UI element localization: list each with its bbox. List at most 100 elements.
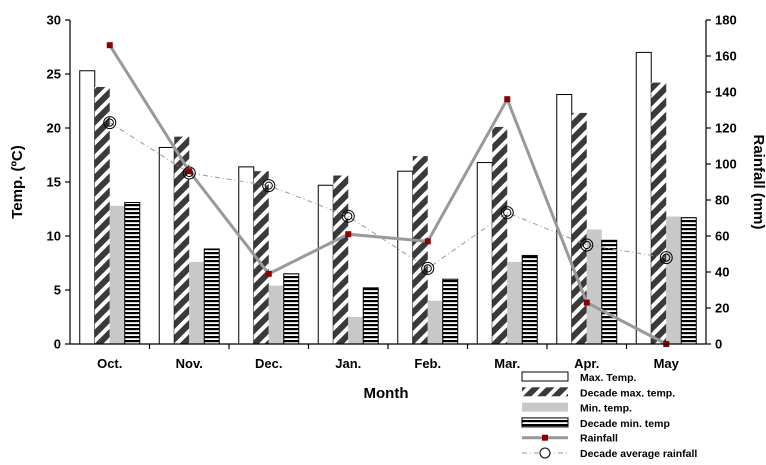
bar-horizontal-0: [124, 202, 141, 345]
y2-axis-title: Rainfall (mm): [750, 134, 766, 229]
decade-rainfall-point-inner-6: [582, 240, 591, 250]
y-tick-label-6: 30: [47, 13, 61, 28]
decade-rainfall-point-7: [659, 251, 673, 265]
bar-lightgray-0: [109, 205, 125, 344]
x-tick-label-7: May: [654, 356, 680, 371]
decade-rainfall-point-1: [182, 166, 196, 180]
y2-tick-label-5: 100: [715, 157, 737, 172]
y2-tick-label-7: 140: [715, 85, 737, 100]
y2-tick-label-3: 60: [715, 229, 729, 244]
rainfall-point-4: [424, 238, 431, 245]
bar-lightgray-3: [348, 317, 364, 344]
x-tick-label-1: Nov.: [176, 356, 203, 371]
bar-diagonal-1: [174, 136, 190, 344]
decade-rainfall-point-inner-2: [264, 181, 273, 190]
left-axis-ticks: 0 5 10 15 20 25 30: [47, 13, 70, 352]
bar-horizontal-1: [203, 248, 220, 345]
bar-diagonal-2: [253, 171, 269, 344]
bar-white-1: [158, 146, 175, 345]
x-tick-label-6: Apr.: [574, 356, 599, 371]
rainfall-point-5: [504, 96, 511, 103]
bar-white-2: [238, 166, 255, 345]
bar-white-6: [556, 94, 573, 345]
bar-diagonal-5: [492, 126, 508, 344]
decade-rainfall-point-2: [262, 179, 276, 193]
bar-lightgray-2: [268, 285, 284, 344]
bar-lightgray-1: [189, 261, 205, 344]
x-axis-title: Month: [364, 385, 409, 402]
lines-group: [103, 42, 673, 347]
y-tick-label-5: 25: [47, 67, 61, 82]
x-tick-label-5: Mar.: [494, 356, 520, 371]
legend-marker-rainfall: [542, 434, 548, 441]
decade-rainfall-point-4: [421, 261, 435, 275]
bar-white-0: [79, 70, 96, 345]
x-axis-ticks: Oct. Nov. Dec. Jan. Feb. Mar. Apr. May: [97, 344, 680, 371]
legend-label-1: Decade max. temp.: [580, 387, 675, 399]
legend-label-4: Rainfall: [580, 433, 618, 445]
legend-label-0: Max. Temp.: [580, 372, 636, 384]
y2-tick-label-8: 160: [715, 49, 737, 64]
y2-tick-label-6: 120: [715, 121, 737, 136]
y2-tick-label-0: 0: [715, 337, 722, 352]
legend-swatch-0: [521, 371, 569, 382]
rainfall-point-1: [186, 168, 193, 175]
bar-diagonal-3: [333, 175, 349, 344]
y-tick-label-2: 10: [47, 229, 61, 244]
bar-lightgray-5: [507, 261, 523, 344]
bars-group: [79, 51, 697, 345]
x-tick-label-2: Dec.: [255, 356, 282, 371]
decade-rainfall-point-0: [103, 116, 117, 130]
y-tick-label-4: 20: [47, 121, 61, 136]
bar-horizontal-5: [521, 254, 538, 345]
bar-lightgray-6: [586, 229, 602, 344]
legend-marker-decade-rainfall: [539, 447, 551, 459]
bar-horizontal-6: [601, 239, 618, 345]
bar-horizontal-2: [283, 273, 300, 345]
y2-tick-label-9: 180: [715, 13, 737, 28]
decade-rainfall-point-3: [341, 209, 355, 223]
right-axis-ticks: 0 20 40 60 80 100 120 140 160 180: [706, 13, 737, 352]
decade-rainfall-point-inner-7: [662, 253, 671, 262]
bar-horizontal-4: [442, 278, 459, 345]
decade-rainfall-point-inner-0: [105, 118, 114, 127]
bar-horizontal-3: [362, 287, 379, 345]
legend-swatch-1: [522, 387, 568, 397]
bar-white-5: [476, 162, 493, 345]
rainfall-point-6: [583, 299, 590, 306]
bar-lightgray-4: [427, 300, 443, 344]
decade-rainfall-point-inner-5: [503, 208, 512, 217]
rainfall-point-0: [106, 42, 113, 49]
bar-diagonal-4: [412, 156, 428, 344]
legend: Max. Temp. Decade max. temp. Min. temp. Dec…: [521, 371, 697, 460]
legend-label-3: Decade min. temp: [580, 418, 670, 430]
legend-label-5: Decade average rainfall: [580, 448, 697, 460]
y2-tick-label-1: 20: [715, 301, 729, 316]
x-tick-label-3: Jan.: [335, 356, 361, 371]
rainfall-line: [108, 44, 667, 346]
x-tick-label-4: Feb.: [414, 356, 441, 371]
rainfall-point-3: [345, 231, 352, 238]
decade-rainfall-point-inner-4: [423, 264, 432, 273]
y2-tick-label-2: 40: [715, 265, 729, 280]
bar-diagonal-0: [94, 86, 110, 345]
bar-lightgray-7: [666, 216, 682, 344]
decade-rainfall-point-5: [500, 206, 514, 220]
legend-swatch-2: [522, 402, 568, 412]
rainfall-point-2: [265, 270, 272, 277]
y-tick-label-1: 5: [54, 283, 61, 298]
bar-diagonal-6: [571, 112, 587, 344]
legend-swatch-3: [521, 417, 569, 428]
bar-white-7: [635, 51, 652, 345]
bar-horizontal-7: [680, 217, 697, 345]
y2-tick-label-4: 80: [715, 193, 729, 208]
bar-diagonal-7: [651, 82, 667, 344]
x-tick-label-0: Oct.: [97, 356, 122, 371]
y-tick-label-3: 15: [47, 175, 61, 190]
legend-label-2: Min. temp.: [580, 403, 632, 415]
y-axis-title: Temp. (ºC): [9, 145, 26, 219]
decade-rainfall-point-inner-3: [344, 212, 353, 221]
y-tick-label-0: 0: [54, 337, 61, 352]
decade-rainfall-point-6: [580, 238, 594, 252]
